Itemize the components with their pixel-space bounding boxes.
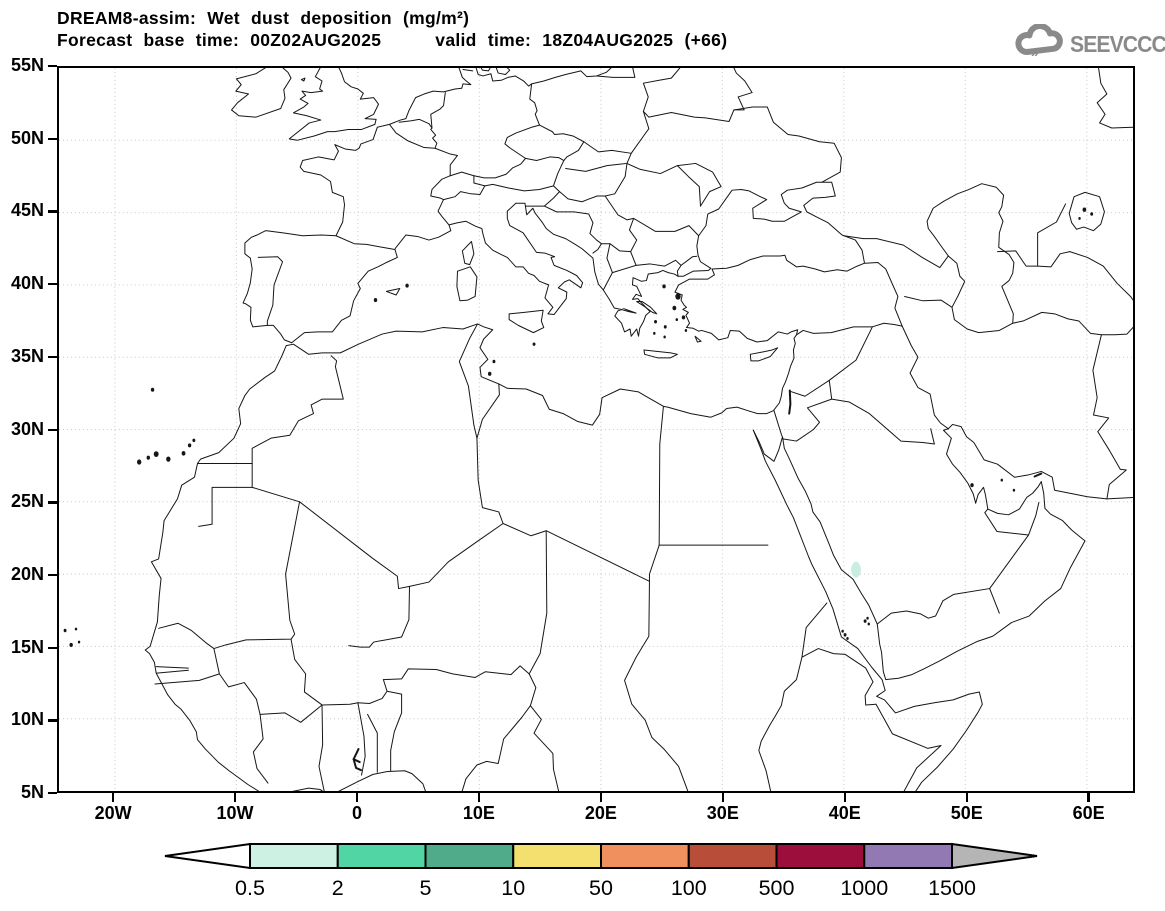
colorbar-cell <box>775 843 866 869</box>
lon-tick-label: 40E <box>828 803 861 823</box>
lon-tick-label: 60E <box>1072 803 1105 823</box>
colorbar-label: 10 <box>501 876 525 900</box>
lon-tickmark <box>599 793 603 802</box>
lakes <box>354 390 791 770</box>
wet-deposition-spot <box>851 561 861 578</box>
lon-tickmark <box>721 793 724 802</box>
lon-tickmark <box>843 793 846 802</box>
colorbar-cell <box>687 843 778 869</box>
colorbar-label: 1500 <box>928 876 976 900</box>
lon-tick-label: 0 <box>351 803 362 823</box>
lat-tickmark <box>48 428 57 431</box>
cloud-icon: » <box>1014 23 1066 65</box>
colorbar-label: 1000 <box>840 876 888 900</box>
lon-tickmark <box>965 793 968 802</box>
lon-tick-label: 10E <box>462 803 495 823</box>
colorbar-label: 100 <box>671 876 707 900</box>
colorbar-legend: 0.5 2 5 10 50 100 500 1000 1500 <box>150 838 1060 906</box>
lat-tickmark <box>48 210 57 213</box>
coastlines <box>145 68 1133 791</box>
plot-title: DREAM8-assim: Wet dust deposition (mg/m²… <box>57 8 470 28</box>
colorbar-cell <box>512 843 602 869</box>
lat-tickmark <box>48 719 57 722</box>
lon-tick-label: 20E <box>584 803 617 823</box>
colorbar-over-arrow <box>951 842 1038 870</box>
lon-tick-label: 20W <box>94 803 132 823</box>
lat-tick-label: 5N <box>20 782 44 802</box>
colorbar-cell <box>863 843 953 869</box>
forecast-base-time: Forecast base time: 00Z02AUG2025 <box>57 30 382 50</box>
lon-tickmark <box>111 793 115 802</box>
lon-tickmark <box>477 793 481 802</box>
lat-tickmark <box>48 283 57 286</box>
lon-tickmark <box>233 793 237 802</box>
lat-tickmark <box>48 792 57 795</box>
coastline-layer <box>63 68 1133 791</box>
colorbar-cell <box>249 843 339 869</box>
lat-tick-label: 25N <box>10 491 44 512</box>
lat-tick-label: 20N <box>10 563 44 584</box>
lon-tickmark <box>1087 793 1090 802</box>
colorbar-cell <box>336 843 427 869</box>
dust-deposition-overlay <box>851 561 861 578</box>
lon-tick-label: 50E <box>950 803 983 823</box>
colorbar-label: 500 <box>759 876 795 900</box>
plot-subtitle: Forecast base time: 00Z02AUG2025 valid ti… <box>57 30 727 51</box>
lat-tick-label: 40N <box>10 273 44 294</box>
islands <box>63 207 1094 647</box>
country-borders <box>155 68 1133 791</box>
colorbar-label: 2 <box>332 876 344 900</box>
lat-tick-label: 10N <box>10 709 44 730</box>
lat-tick-label: 50N <box>10 127 44 148</box>
lat-tick-label: 30N <box>10 418 44 439</box>
lat-tick-label: 35N <box>10 345 44 366</box>
svg-text:»: » <box>1031 44 1039 60</box>
lat-tick-label: 55N <box>10 55 44 75</box>
lat-tick-label: 15N <box>10 636 44 657</box>
colorbar-label: 0.5 <box>235 876 265 900</box>
lat-tickmark <box>48 573 57 577</box>
lat-tickmark <box>48 646 57 649</box>
lat-tickmark <box>48 501 57 504</box>
lat-tickmark <box>48 355 57 359</box>
map-plot-area <box>57 66 1135 793</box>
logo-text: SEEVCCC <box>1070 31 1165 57</box>
valid-time: valid time: 18Z04AUG2025 (+66) <box>435 30 728 50</box>
lon-tick-label: 10W <box>216 803 254 823</box>
lat-tickmark <box>48 65 57 68</box>
colorbar-cell <box>424 843 515 869</box>
colorbar-under-arrow <box>164 842 251 870</box>
lon-tick-label: 30E <box>706 803 739 823</box>
seevccc-logo: » SEEVCCC <box>1014 23 1165 65</box>
lon-tickmark <box>355 793 359 802</box>
lat-tick-label: 45N <box>10 200 44 221</box>
colorbar-cell <box>600 843 690 869</box>
colorbar-label: 50 <box>589 876 613 900</box>
colorbar: 0.5 2 5 10 50 100 500 1000 1500 <box>164 842 1038 900</box>
colorbar-label: 5 <box>420 876 432 900</box>
lat-tickmark <box>48 137 57 141</box>
